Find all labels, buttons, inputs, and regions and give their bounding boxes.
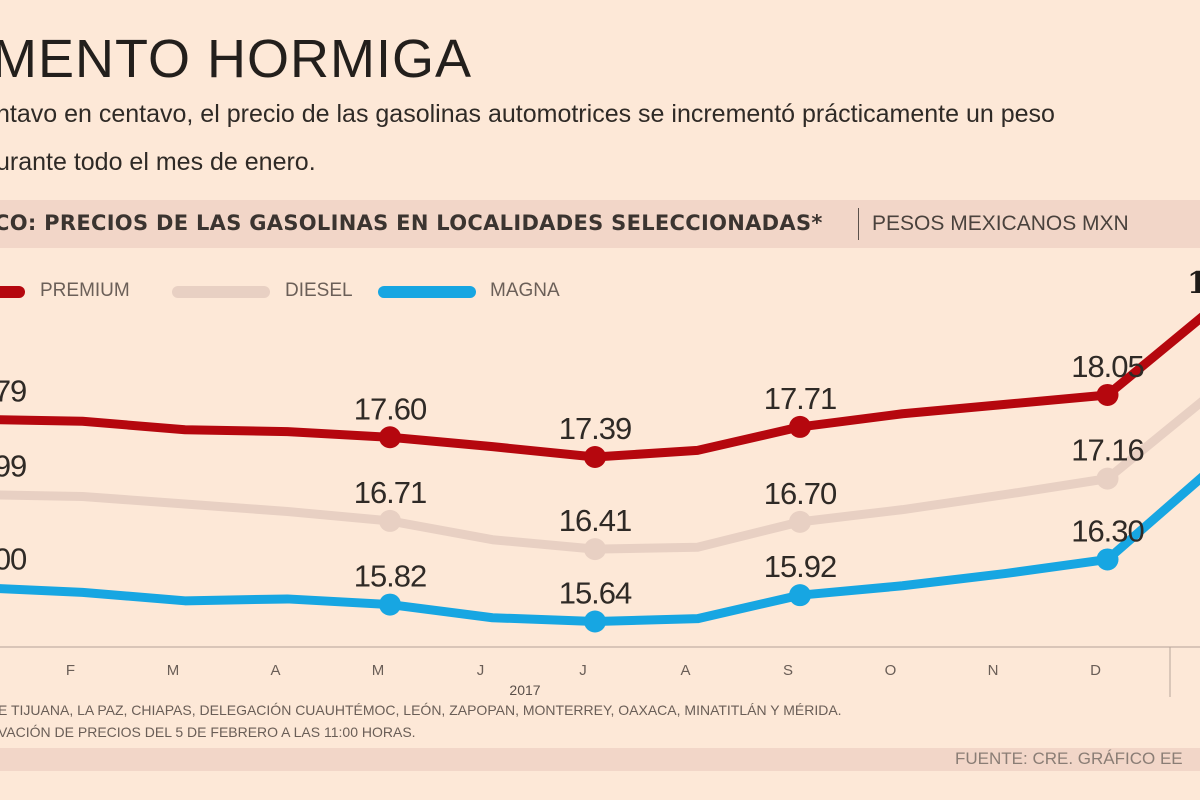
subtitle-line-1: ntavo en centavo, el precio de las gasol… — [0, 100, 1055, 128]
data-point-premium — [379, 426, 401, 449]
legend-swatch-premium — [0, 286, 25, 298]
data-label-premium: 17.60 — [354, 391, 427, 426]
legend-label-premium: PREMIUM — [40, 280, 130, 301]
x-tick-label: J — [477, 662, 485, 679]
chart-title: MENTO HORMIGA — [0, 29, 473, 89]
legend-swatch-magna — [378, 286, 476, 298]
chart-header-band — [0, 200, 1200, 248]
x-tick-label: M — [167, 662, 180, 679]
legend-swatch-diesel — [172, 286, 270, 298]
data-label-diesel: 16.71 — [354, 475, 427, 510]
x-tick-label: O — [885, 662, 897, 679]
x-tick-label: D — [1090, 662, 1101, 679]
data-label-diesel: 17.16 — [1071, 433, 1144, 468]
data-point-magna — [379, 593, 401, 616]
chart-subtitle: CO: PRECIOS DE LAS GASOLINAS EN LOCALIDA… — [0, 211, 823, 235]
data-point-premium — [584, 446, 606, 468]
data-point-magna — [789, 584, 811, 607]
data-point-diesel — [789, 510, 811, 533]
footnote-2: VACIÓN DE PRECIOS DEL 5 DE FEBRERO A LAS… — [0, 724, 416, 740]
unit-label: PESOS MEXICANOS MXN — [872, 212, 1129, 235]
data-label-diesel: 16.70 — [764, 476, 837, 511]
x-tick-label: N — [988, 662, 999, 679]
data-label-magna: 16.00 — [0, 542, 27, 577]
data-point-diesel — [379, 509, 401, 532]
data-label-diesel: 16.41 — [559, 503, 632, 538]
data-label-cut: 1 — [1187, 266, 1200, 301]
data-label-magna: 15.92 — [764, 549, 837, 584]
data-point-diesel — [584, 538, 606, 561]
x-tick-label: J — [579, 662, 587, 679]
footnote-1: E TIJUANA, LA PAZ, CHIAPAS, DELEGACIÓN C… — [0, 702, 842, 718]
legend-label-magna: MAGNA — [490, 280, 560, 301]
data-label-premium: 18.05 — [1071, 349, 1144, 384]
x-tick-label: M — [372, 662, 385, 679]
data-label-premium: 17.79 — [0, 373, 26, 408]
x-tick-label: F — [66, 662, 75, 679]
x-tick-label: S — [783, 662, 793, 679]
source-band — [0, 748, 1200, 771]
data-point-diesel — [1096, 467, 1119, 490]
data-point-magna — [1096, 548, 1119, 571]
divider — [858, 208, 859, 240]
data-label-magna: 16.30 — [1071, 513, 1144, 548]
x-tick-label: A — [270, 662, 280, 679]
data-label-premium: 17.71 — [764, 381, 837, 416]
year-label: 2017 — [509, 682, 540, 698]
data-point-premium — [789, 415, 811, 438]
source-label: FUENTE: CRE. GRÁFICO EE — [955, 749, 1183, 768]
data-point-premium — [1096, 383, 1119, 406]
data-label-premium: 17.39 — [559, 411, 632, 446]
data-label-magna: 15.64 — [559, 576, 632, 611]
legend-label-diesel: DIESEL — [285, 280, 353, 301]
x-tick-label: A — [680, 662, 690, 679]
data-label-diesel: 16.99 — [0, 449, 26, 484]
subtitle-line-2: urante todo el mes de enero. — [0, 148, 316, 176]
data-label-magna: 15.82 — [354, 559, 427, 594]
data-point-magna — [584, 610, 606, 633]
